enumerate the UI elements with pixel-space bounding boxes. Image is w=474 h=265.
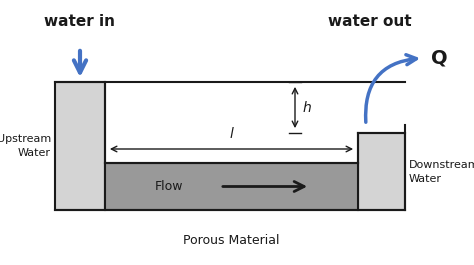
Text: Flow: Flow xyxy=(155,180,183,193)
Text: Upstream
Water: Upstream Water xyxy=(0,134,51,158)
Text: Porous Material: Porous Material xyxy=(183,233,280,246)
Text: Downstream
Water: Downstream Water xyxy=(409,160,474,183)
Bar xyxy=(105,163,358,210)
Text: water in: water in xyxy=(45,14,116,29)
Bar xyxy=(105,82,358,163)
Text: Q: Q xyxy=(431,48,447,68)
Bar xyxy=(358,133,405,210)
Text: h: h xyxy=(303,100,312,114)
Text: l: l xyxy=(229,127,233,141)
Bar xyxy=(55,82,105,210)
Text: water out: water out xyxy=(328,14,412,29)
